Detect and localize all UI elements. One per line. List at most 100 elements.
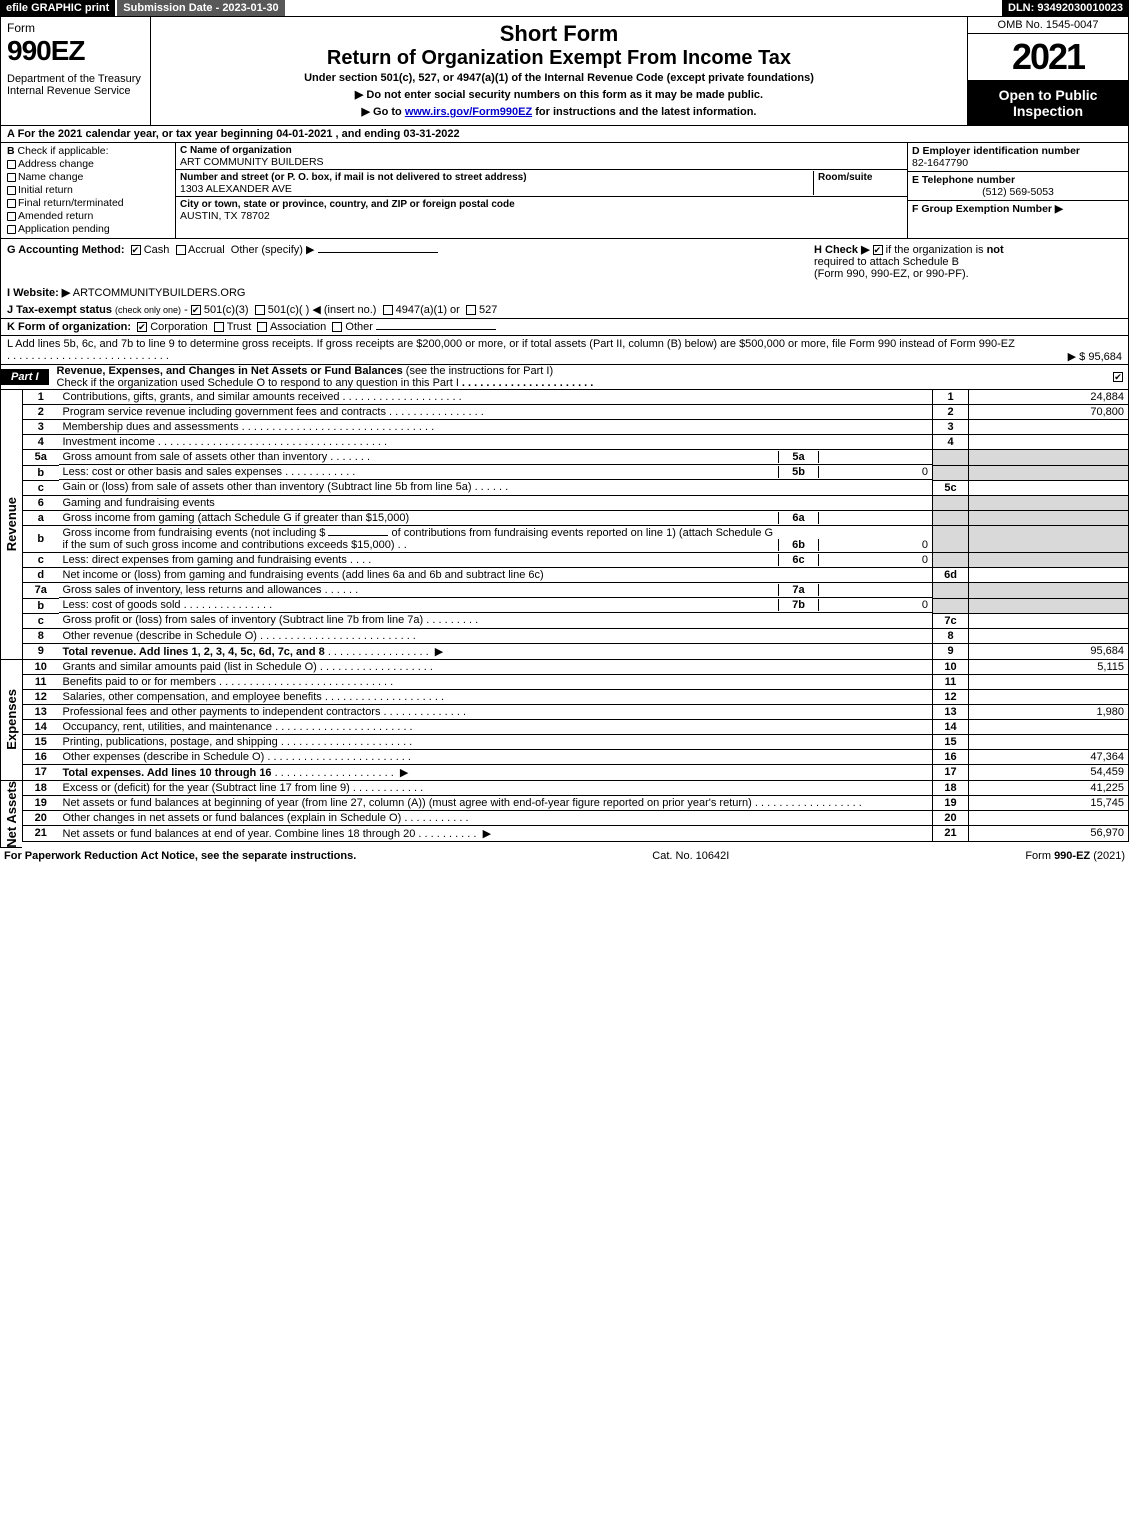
room-label: Room/suite	[818, 172, 872, 183]
top-bar: efile GRAPHIC print Submission Date - 20…	[0, 0, 1129, 16]
chk-initial-return[interactable]	[7, 186, 16, 195]
lr: 5c	[933, 480, 969, 495]
ld: Salaries, other compensation, and employ…	[63, 691, 322, 703]
chk-assoc[interactable]	[257, 322, 267, 332]
inst2-pre: ▶ Go to	[362, 106, 405, 118]
lr: 1	[933, 390, 969, 405]
header-right: OMB No. 1545-0047 2021 Open to Public In…	[968, 17, 1128, 125]
table-row: 10Grants and similar amounts paid (list …	[23, 660, 1129, 675]
b-item-1: Name change	[18, 171, 83, 183]
chk-cash[interactable]	[131, 245, 141, 255]
j-o4: 527	[479, 304, 497, 316]
lv: 41,225	[969, 781, 1129, 796]
lv: 1,980	[969, 704, 1129, 719]
liv: 0	[818, 599, 928, 611]
table-row: dNet income or (loss) from gaming and fu…	[23, 568, 1129, 583]
chk-corp[interactable]	[137, 322, 147, 332]
g-other-input[interactable]	[318, 252, 438, 253]
org-city: AUSTIN, TX 78702	[180, 210, 270, 222]
g-accrual: Accrual	[188, 244, 225, 256]
chk-527[interactable]	[466, 305, 476, 315]
l6b-input[interactable]	[328, 535, 388, 536]
ld: Gain or (loss) from sale of assets other…	[63, 481, 472, 493]
ld: Occupancy, rent, utilities, and maintena…	[63, 721, 273, 733]
dln: DLN: 93492030010023	[1002, 0, 1129, 16]
lv: 95,684	[969, 643, 1129, 659]
lr: 6d	[933, 568, 969, 583]
k-other-input[interactable]	[376, 329, 496, 330]
lib: 7b	[778, 599, 818, 611]
ld: Contributions, gifts, grants, and simila…	[63, 391, 340, 403]
line-j: J Tax-exempt status (check only one) - 5…	[0, 301, 1129, 319]
ln: 6	[23, 495, 59, 510]
table-row: 17Total expenses. Add lines 10 through 1…	[23, 764, 1129, 780]
lv: 70,800	[969, 405, 1129, 420]
j-sub: (check only one)	[115, 305, 181, 315]
section-gh: G Accounting Method: Cash Accrual Other …	[0, 239, 1129, 284]
table-row: 15Printing, publications, postage, and s…	[23, 734, 1129, 749]
ln: c	[23, 613, 59, 628]
table-row: bGross income from fundraising events (n…	[23, 526, 1129, 553]
chk-4947[interactable]	[383, 305, 393, 315]
chk-other[interactable]	[332, 322, 342, 332]
ld: Less: cost of goods sold	[63, 599, 181, 611]
h-text4: (Form 990, 990-EZ, or 990-PF).	[814, 268, 969, 280]
ld: Less: cost or other basis and sales expe…	[63, 466, 283, 478]
ld: Gross profit or (loss) from sales of inv…	[63, 614, 424, 626]
lr: 19	[933, 795, 969, 810]
omb-number: OMB No. 1545-0047	[968, 17, 1128, 34]
irs-link[interactable]: www.irs.gov/Form990EZ	[405, 106, 532, 118]
ln: b	[23, 598, 59, 613]
d-ein-label: D Employer identification number	[912, 145, 1080, 157]
part-i-title-wrap: Revenue, Expenses, and Changes in Net As…	[57, 365, 1108, 389]
ld: Gross sales of inventory, less returns a…	[63, 584, 322, 596]
col-b: B Check if applicable: Address change Na…	[1, 143, 176, 238]
table-row: 4Investment income . . . . . . . . . . .…	[23, 435, 1129, 450]
chk-application-pending[interactable]	[7, 225, 16, 234]
fr-form: 990-EZ	[1054, 850, 1090, 862]
line-l: L Add lines 5b, 6c, and 7b to line 9 to …	[0, 336, 1129, 365]
g-label: G Accounting Method:	[7, 244, 125, 256]
table-row: 21Net assets or fund balances at end of …	[23, 825, 1129, 841]
ld: Other revenue (describe in Schedule O)	[63, 630, 257, 642]
table-row: 18Excess or (deficit) for the year (Subt…	[23, 781, 1129, 796]
c-city-label: City or town, state or province, country…	[180, 199, 515, 210]
lr: 14	[933, 719, 969, 734]
section-bcdef: B Check if applicable: Address change Na…	[0, 143, 1129, 239]
col-c: C Name of organization ART COMMUNITY BUI…	[176, 143, 908, 238]
chk-trust[interactable]	[214, 322, 224, 332]
ld: Grants and similar amounts paid (list in…	[63, 661, 317, 673]
l-val: ▶ $ 95,684	[1068, 350, 1122, 363]
lv	[969, 810, 1129, 825]
chk-h[interactable]	[873, 245, 883, 255]
chk-501c[interactable]	[255, 305, 265, 315]
fr-post: (2021)	[1090, 850, 1125, 862]
chk-amended-return[interactable]	[7, 212, 16, 221]
ln: 14	[23, 719, 59, 734]
chk-name-change[interactable]	[7, 173, 16, 182]
ld: Printing, publications, postage, and shi…	[63, 736, 278, 748]
ld: Benefits paid to or for members	[63, 676, 216, 688]
form-number: 990EZ	[7, 35, 144, 67]
ln: 8	[23, 628, 59, 643]
chk-address-change[interactable]	[7, 160, 16, 169]
chk-part-i[interactable]	[1113, 372, 1123, 382]
chk-final-return[interactable]	[7, 199, 16, 208]
chk-501c3[interactable]	[191, 305, 201, 315]
short-form-title: Short Form	[157, 21, 961, 47]
lv	[969, 553, 1129, 568]
part-i-tag: Part I	[1, 369, 49, 385]
lv	[969, 495, 1129, 510]
ld: Investment income	[63, 436, 155, 448]
liv: 0	[818, 539, 928, 551]
liv: 0	[818, 554, 928, 566]
lv	[969, 613, 1129, 628]
liv	[818, 512, 928, 524]
chk-accrual[interactable]	[176, 245, 186, 255]
g-other: Other (specify) ▶	[231, 244, 315, 256]
expenses-side-label: Expenses	[4, 689, 19, 750]
ln: 3	[23, 420, 59, 435]
ld: Total expenses. Add lines 10 through 16	[63, 767, 272, 779]
table-row: 13Professional fees and other payments t…	[23, 704, 1129, 719]
ld: Other changes in net assets or fund bala…	[63, 812, 402, 824]
